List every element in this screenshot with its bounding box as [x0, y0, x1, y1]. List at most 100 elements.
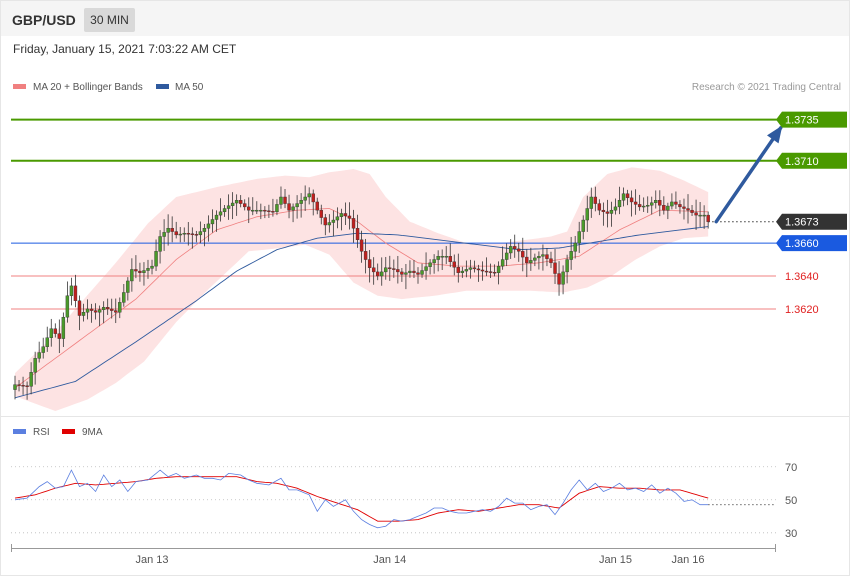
candle	[263, 206, 267, 219]
candle	[565, 254, 569, 284]
candle-body	[363, 251, 368, 260]
candle	[287, 194, 291, 219]
candle-body	[589, 196, 593, 209]
candle-body	[299, 200, 303, 204]
candle-body	[339, 213, 344, 217]
candle	[315, 197, 319, 215]
candle	[557, 261, 561, 296]
candle-body	[122, 292, 126, 303]
candle	[174, 221, 178, 239]
candle	[488, 263, 493, 279]
rsi-legend-label: RSI	[33, 427, 50, 438]
candle-body	[206, 223, 211, 229]
level-label-1.3640: 1.3640	[785, 271, 819, 283]
candle	[363, 238, 368, 274]
candle-body	[41, 346, 45, 353]
candle-body	[654, 200, 658, 203]
candle	[525, 249, 529, 278]
level-tag-1.3735	[776, 111, 847, 128]
candle-body	[101, 307, 106, 310]
candle	[678, 200, 682, 214]
candle-body	[480, 269, 485, 272]
candle-body	[73, 285, 78, 301]
candle-body	[392, 268, 396, 270]
candle	[299, 193, 303, 218]
candle	[464, 260, 469, 278]
candle	[210, 209, 215, 233]
candle	[295, 195, 299, 219]
candle	[537, 251, 541, 270]
candle	[633, 189, 638, 215]
candle-body	[25, 385, 29, 387]
candle	[533, 253, 537, 267]
candle-body	[343, 213, 348, 217]
candle-body	[335, 216, 340, 221]
candle-body	[424, 266, 428, 271]
level-label-1.3660: 1.3660	[785, 238, 819, 250]
candle-body	[456, 267, 460, 273]
level-tag-1.3660	[776, 235, 847, 252]
bollinger-band-fill	[15, 167, 709, 411]
candle	[561, 265, 565, 295]
candle	[617, 186, 622, 215]
candle-body	[29, 372, 33, 387]
candle	[21, 376, 25, 395]
candle-body	[81, 312, 86, 316]
candle-body	[690, 209, 694, 213]
candle-body	[154, 251, 158, 267]
candle-body	[114, 310, 118, 313]
candle-body	[355, 228, 360, 240]
candle-body	[545, 254, 549, 259]
candle	[702, 205, 706, 229]
candle-body	[226, 205, 231, 209]
candle-body	[295, 203, 299, 208]
timeframe-button[interactable]: 30 MIN	[84, 8, 135, 32]
candle	[496, 261, 501, 285]
candle	[53, 323, 57, 338]
candle	[150, 259, 154, 275]
candle	[126, 277, 130, 301]
candle	[404, 264, 408, 290]
candle-body	[126, 280, 130, 293]
level-label-1.3673: 1.3673	[785, 217, 819, 229]
candle-body	[230, 202, 235, 206]
candle	[17, 380, 21, 392]
x-axis: Jan 13 Jan 14 Jan 15 Jan 16	[11, 544, 776, 566]
candle-body	[384, 267, 388, 273]
candle-body	[637, 204, 642, 208]
ma9-legend-label: 9MA	[82, 427, 103, 438]
candle-body	[105, 307, 110, 310]
candle	[234, 194, 239, 216]
candle	[275, 199, 279, 216]
candle-body	[533, 257, 537, 261]
candle-body	[686, 208, 690, 211]
candle-body	[408, 270, 412, 273]
candle	[416, 267, 420, 284]
candle-body	[706, 214, 710, 222]
candle	[428, 259, 432, 275]
candle-body	[658, 200, 662, 206]
candle-body	[464, 269, 469, 272]
candle-body	[291, 206, 295, 211]
candle-body	[573, 242, 577, 252]
candle-body	[150, 265, 154, 269]
candle	[573, 235, 577, 259]
x-tick-label: Jan 13	[136, 554, 169, 566]
candle	[194, 230, 199, 243]
candle-body	[162, 232, 166, 237]
candle	[569, 236, 573, 270]
credit-label: Research © 2021 Trading Central	[692, 82, 841, 93]
candle-body	[33, 358, 37, 373]
candle	[13, 375, 17, 400]
candle	[222, 204, 227, 217]
candle	[412, 259, 416, 278]
candle-body	[251, 209, 255, 212]
candle	[376, 263, 380, 281]
candle	[605, 199, 610, 228]
level-labels: 1.3735 1.3710 1.3673 1.3660 1.3640 1.3620	[776, 111, 847, 316]
candle	[500, 246, 505, 270]
candle-body	[678, 204, 682, 208]
candle-body	[89, 308, 94, 311]
candle-body	[585, 208, 589, 221]
